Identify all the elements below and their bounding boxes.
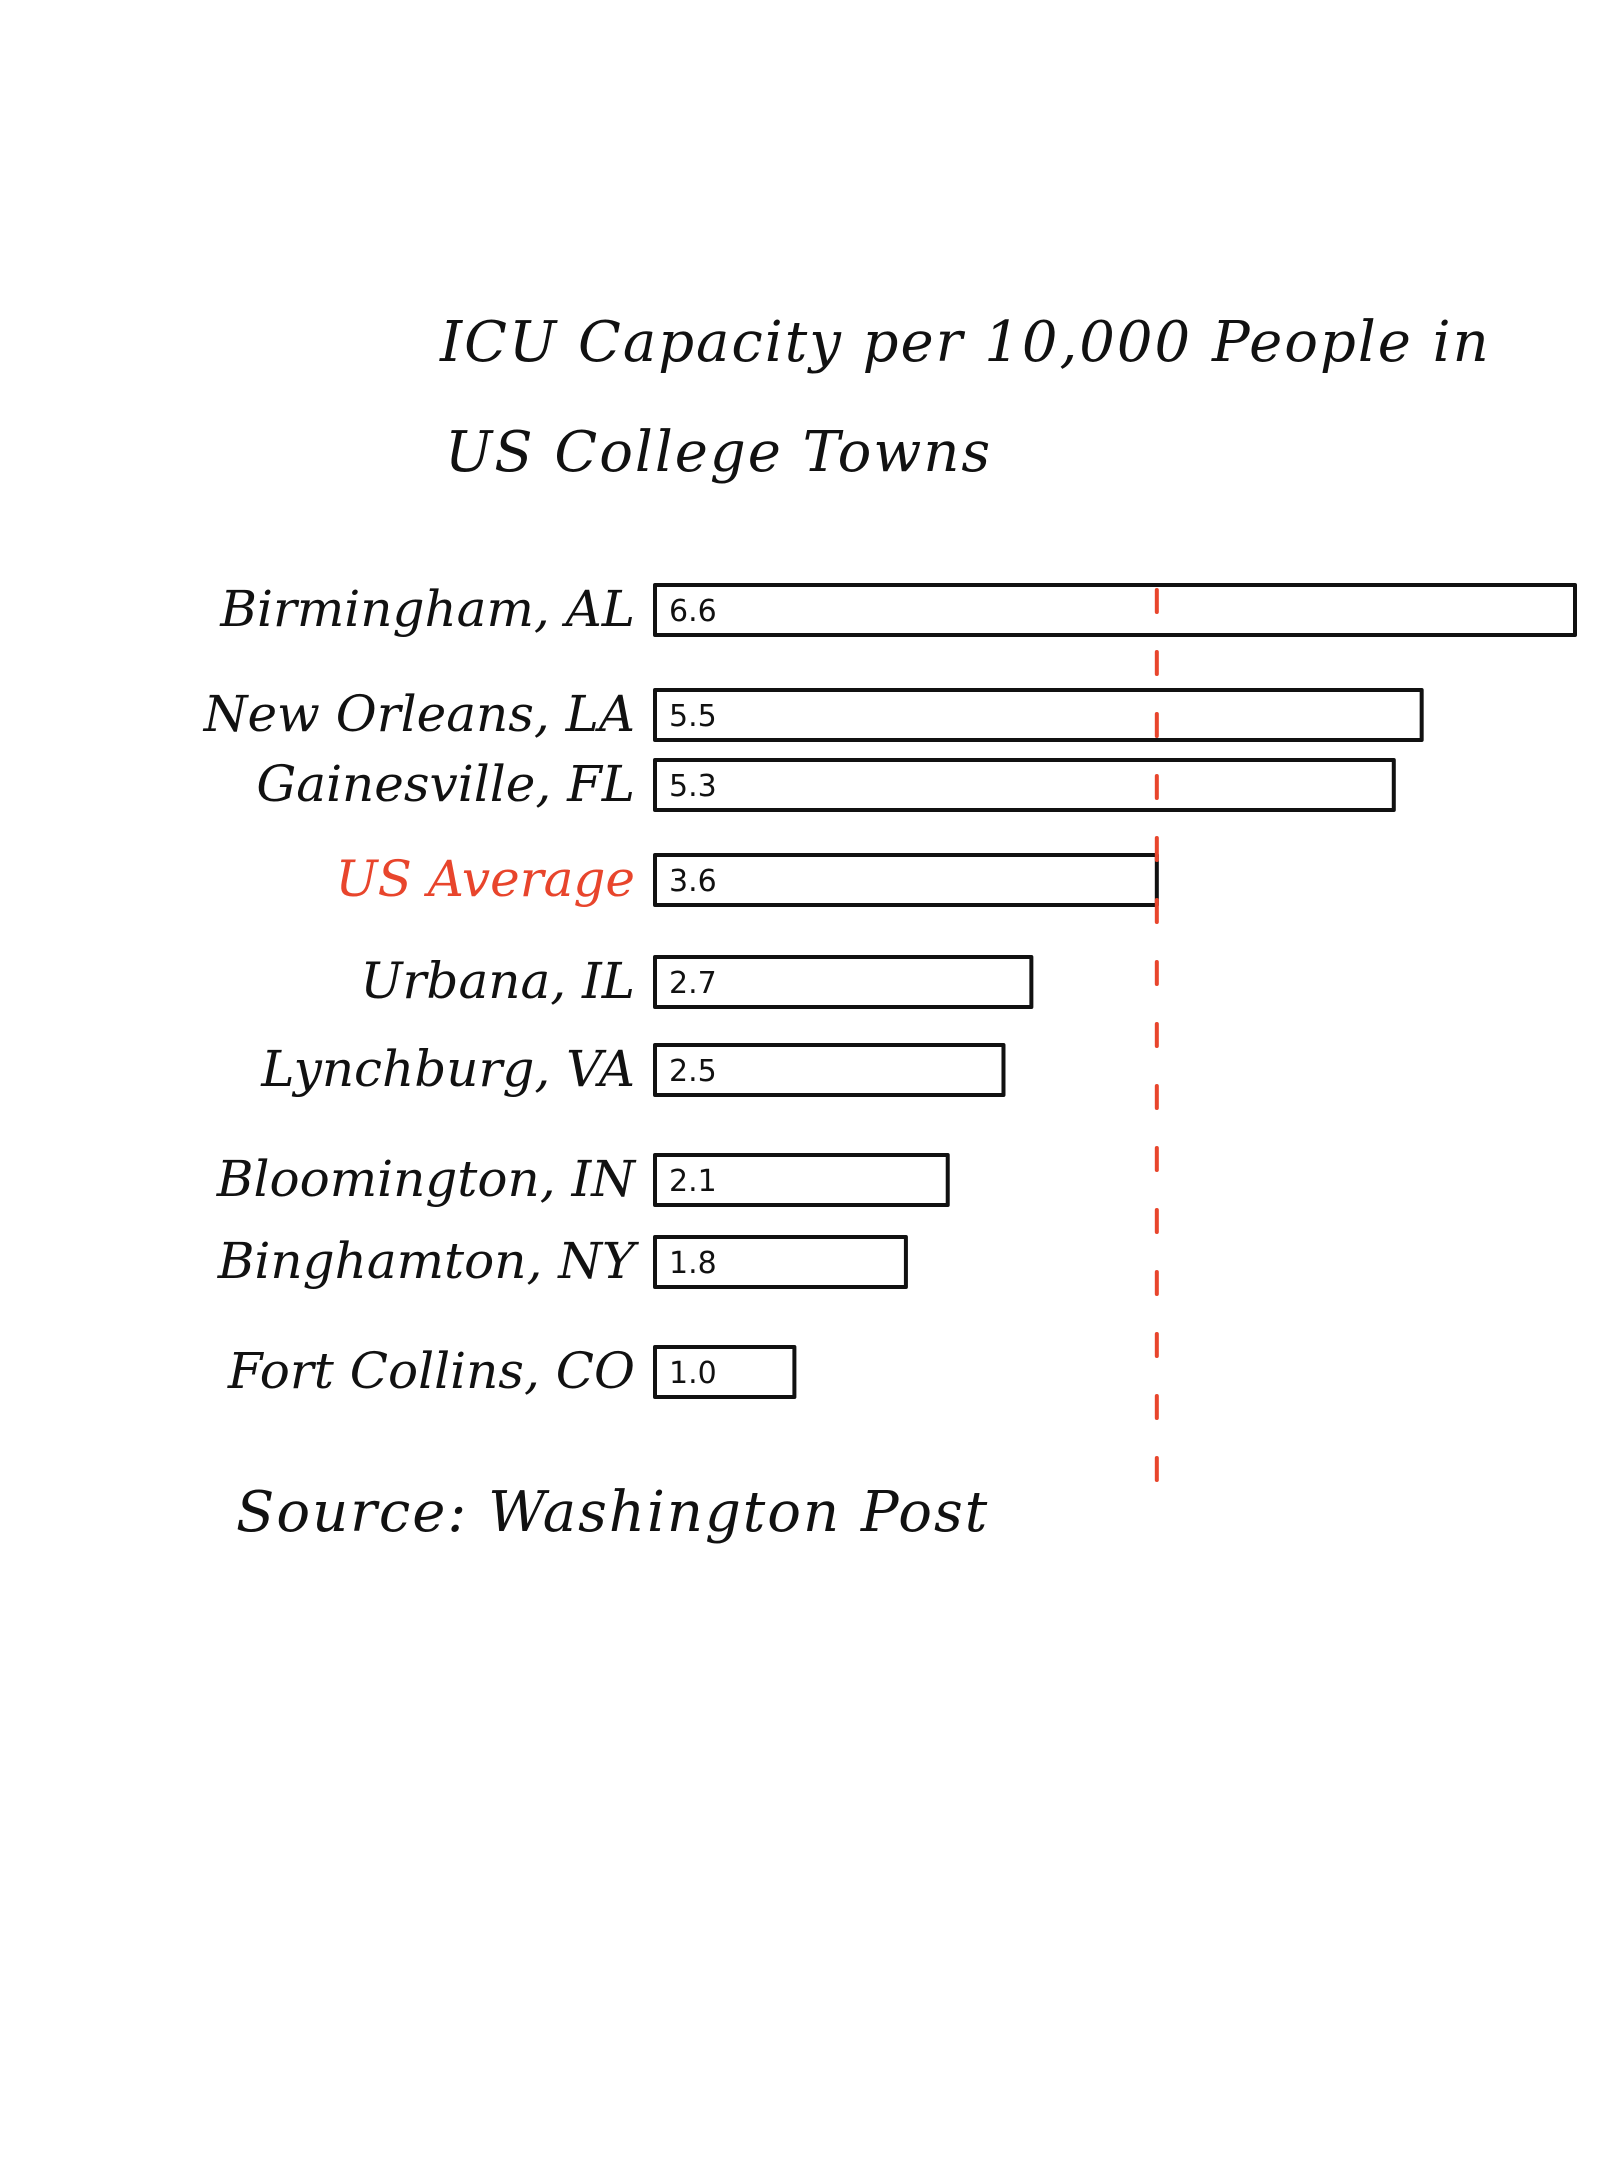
value-label-birmingham-al: 6.6: [669, 594, 717, 629]
value-label-fort-collins-co: 1.0: [669, 1356, 717, 1391]
bar-bloomington-in: [653, 1153, 950, 1207]
bar-birmingham-al: [653, 583, 1577, 637]
category-label-urbana-il: Urbana, IL: [360, 952, 635, 1010]
chart-title-line-2: US College Towns: [445, 420, 993, 485]
value-label-lynchburg-va: 2.5: [669, 1054, 717, 1089]
bars-layer: 6.6 Birmingham, AL 5.5 New Orleans, LA 5.3 Ga…: [203, 580, 1577, 1502]
category-label-birmingham-al: Birmingham, AL: [219, 580, 635, 638]
category-label-lynchburg-va: Lynchburg, VA: [260, 1040, 635, 1098]
bar-us-average: [653, 853, 1159, 907]
value-label-bloomington-in: 2.1: [669, 1164, 717, 1199]
bar-new-orleans-la: [653, 688, 1424, 742]
bar-gainesville-fl: [653, 758, 1396, 812]
value-label-urbana-il: 2.7: [669, 966, 717, 1001]
value-label-new-orleans-la: 5.5: [669, 699, 717, 734]
value-label-gainesville-fl: 5.3: [669, 769, 717, 804]
category-label-new-orleans-la: New Orleans, LA: [203, 685, 635, 743]
category-label-bloomington-in: Bloomington, IN: [216, 1150, 637, 1208]
category-label-binghamton-ny: Binghamton, NY: [217, 1232, 639, 1290]
bar-urbana-il: [653, 955, 1034, 1009]
value-label-us-average: 3.6: [669, 864, 717, 899]
bar-fort-collins-co: [653, 1345, 797, 1399]
category-label-fort-collins-co: Fort Collins, CO: [227, 1342, 635, 1400]
bar-binghamton-ny: [653, 1235, 908, 1289]
chart-source: Source: Washington Post: [236, 1480, 990, 1545]
value-label-binghamton-ny: 1.8: [669, 1246, 717, 1281]
chart-title-line-1: ICU Capacity per 10,000 People in: [440, 310, 1491, 375]
category-label-gainesville-fl: Gainesville, FL: [256, 755, 635, 813]
category-label-us-average: US Average: [335, 850, 635, 908]
bar-lynchburg-va: [653, 1043, 1006, 1097]
